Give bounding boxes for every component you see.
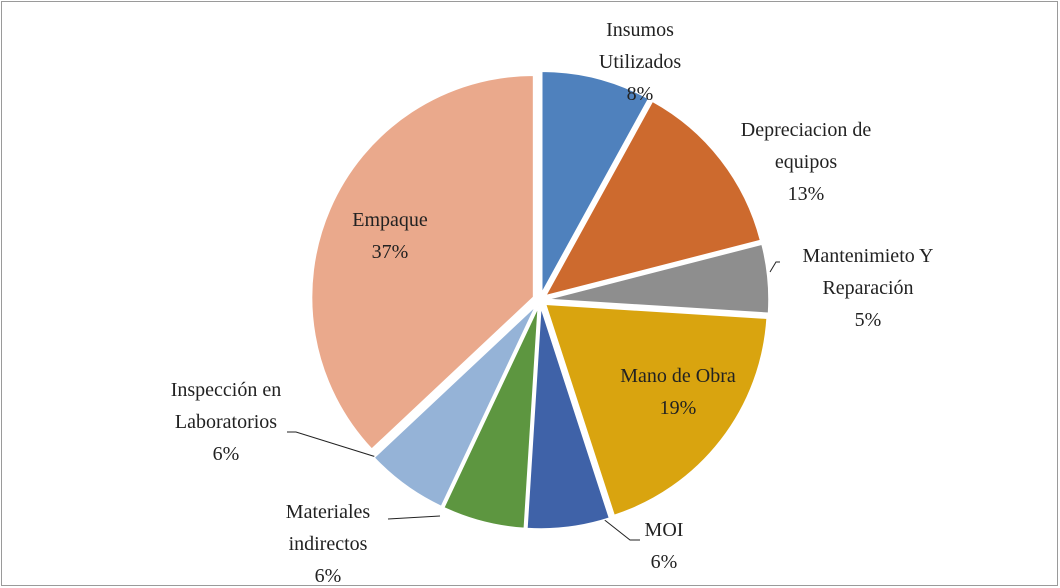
category-label: Inspección en Laboratorios [170, 379, 282, 433]
leader-line [769, 261, 780, 273]
pie-slice [544, 303, 768, 517]
category-label: Mano de Obra [620, 365, 736, 387]
slice-label: Inspección en Laboratorios 6% [146, 374, 306, 470]
value-label: 13% [787, 183, 825, 205]
category-label: Materiales indirectos [285, 501, 371, 555]
leader-line [287, 431, 406, 467]
slice-label: MOI 6% [624, 514, 704, 578]
category-label: MOI [644, 519, 684, 541]
pie-slice [372, 305, 537, 508]
pie-slice [540, 70, 650, 294]
value-label: 6% [314, 565, 342, 587]
value-label: 37% [371, 241, 409, 263]
category-label: Depreciacion de equipos [740, 119, 872, 173]
value-label: 6% [650, 551, 678, 573]
leader-line [596, 513, 640, 541]
value-label: 8% [626, 83, 654, 105]
pie-slice [544, 100, 762, 297]
category-label: Empaque [352, 209, 428, 231]
pie-slice [442, 306, 540, 530]
leader-lines [287, 261, 780, 541]
slice-label: Insumos Utilizados 8% [580, 14, 700, 110]
pie-slice [310, 74, 535, 451]
value-label: 5% [854, 309, 882, 331]
slice-label: Materiales indirectos 6% [263, 496, 393, 588]
value-label: 19% [659, 397, 697, 419]
value-label: 6% [212, 443, 240, 465]
category-label: Insumos Utilizados [598, 19, 682, 73]
pie-slice [546, 243, 770, 315]
slice-label: Mantenimieto Y Reparación 5% [773, 240, 963, 336]
pie-slice [526, 306, 611, 530]
slice-label: Empaque 37% [330, 204, 450, 268]
category-label: Mantenimieto Y Reparación [802, 245, 934, 299]
leader-line [387, 515, 441, 520]
slice-label: Mano de Obra 19% [578, 360, 778, 424]
slice-label: Depreciacion de equipos 13% [719, 114, 894, 210]
